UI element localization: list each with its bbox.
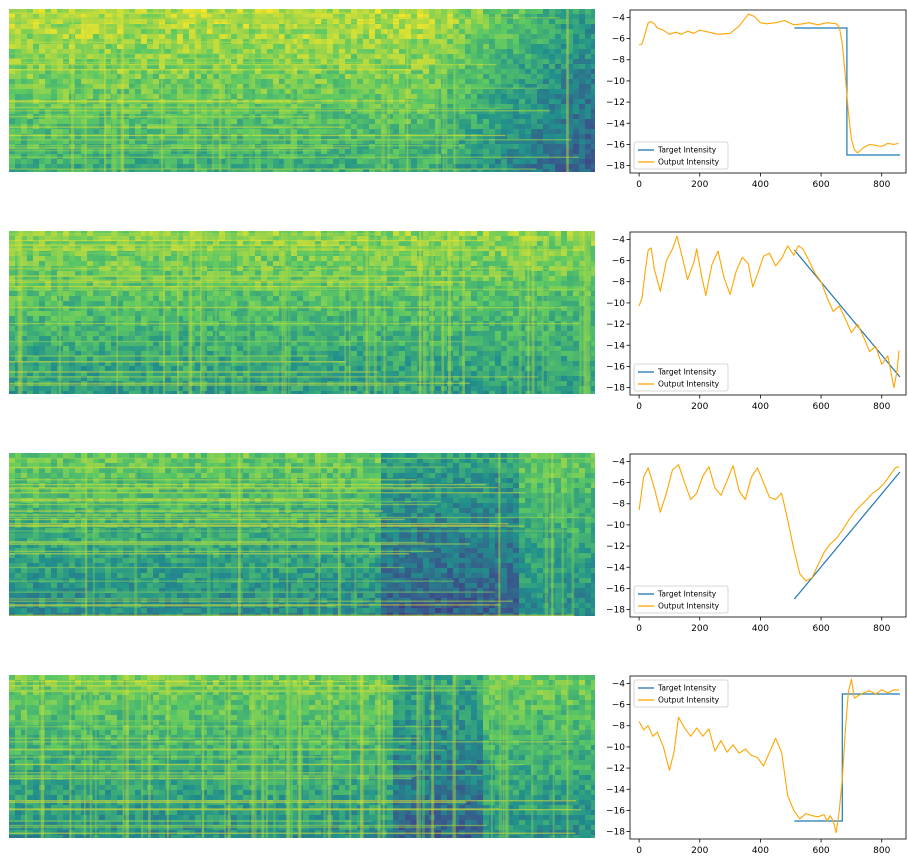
y-tick-label: −14: [606, 785, 625, 795]
spectrogram-2: [9, 231, 595, 394]
y-tick-label: −16: [606, 806, 625, 816]
y-tick-label: −6: [612, 35, 626, 45]
x-tick-label: 0: [636, 402, 642, 412]
y-tick-label: −8: [612, 56, 626, 66]
y-tick-label: −6: [612, 701, 626, 711]
y-tick-label: −18: [606, 384, 625, 394]
intensity-plot-4: 0 200 400 600 800 −4 −6 −8 −10 −12 −14 −16 −18 Target…: [590, 666, 908, 866]
y-tick-label: −12: [606, 98, 625, 108]
y-tick-label: −16: [606, 362, 625, 372]
y-tick-label: −4: [612, 235, 626, 245]
legend: Target Intensity Output Intensity: [634, 680, 728, 707]
y-tick-label: −14: [606, 119, 625, 129]
y-tick-label: −6: [612, 257, 626, 267]
x-tick-label: 400: [752, 846, 769, 856]
x-tick-label: 800: [873, 180, 890, 190]
x-tick-label: 600: [812, 402, 829, 412]
y-tick-label: −12: [606, 764, 625, 774]
y-tick-label: −18: [606, 828, 625, 838]
target-intensity-line: [794, 250, 900, 377]
y-tick-label: −10: [606, 77, 625, 87]
spectrogram-1: [9, 9, 595, 172]
y-tick-label: −6: [612, 479, 626, 489]
y-tick-label: −18: [606, 606, 625, 616]
legend-target-label: Target Intensity: [657, 590, 717, 599]
y-tick-label: −12: [606, 320, 625, 330]
legend-output-label: Output Intensity: [658, 158, 720, 167]
x-tick-label: 800: [873, 624, 890, 634]
y-tick-label: −14: [606, 563, 625, 573]
y-tick-label: −8: [612, 500, 626, 510]
y-tick-label: −4: [612, 457, 626, 467]
spectrogram-4: [9, 675, 595, 838]
y-tick-label: −10: [606, 521, 625, 531]
x-tick-label: 200: [691, 846, 708, 856]
legend-target-label: Target Intensity: [657, 146, 717, 155]
x-tick-label: 600: [812, 846, 829, 856]
x-tick-label: 0: [636, 180, 642, 190]
x-tick-label: 0: [636, 624, 642, 634]
legend-output-label: Output Intensity: [658, 380, 720, 389]
spectrogram-3: [9, 453, 595, 616]
y-tick-label: −8: [612, 722, 626, 732]
output-intensity-line: [639, 14, 898, 153]
x-tick-label: 800: [873, 846, 890, 856]
y-tick-label: −8: [612, 278, 626, 288]
legend-output-label: Output Intensity: [658, 696, 720, 705]
y-tick-label: −10: [606, 299, 625, 309]
legend: Target Intensity Output Intensity: [634, 364, 728, 391]
intensity-plot-3: 0 200 400 600 800 −4 −6 −8 −10 −12 −14 −16 −18 Target…: [590, 444, 908, 644]
x-tick-label: 800: [873, 402, 890, 412]
y-tick-label: −16: [606, 584, 625, 594]
x-tick-label: 400: [752, 180, 769, 190]
x-tick-label: 200: [691, 402, 708, 412]
x-tick-label: 600: [812, 624, 829, 634]
y-tick-label: −14: [606, 341, 625, 351]
x-tick-label: 400: [752, 624, 769, 634]
intensity-plot-2: 0 200 400 600 800 −4 −6 −8 −10 −12 −14 −16 −18 Target…: [590, 222, 908, 422]
y-tick-label: −18: [606, 162, 625, 172]
y-tick-label: −4: [612, 679, 626, 689]
target-intensity-line: [794, 472, 900, 599]
legend-target-label: Target Intensity: [657, 684, 717, 693]
x-tick-label: 400: [752, 402, 769, 412]
intensity-plot-1: 0 200 400 600 800 −4 −6 −8 −10 −12 −14 −16 −18 Target…: [590, 0, 908, 200]
legend-output-label: Output Intensity: [658, 602, 720, 611]
y-tick-label: −10: [606, 743, 625, 753]
x-tick-label: 0: [636, 846, 642, 856]
output-intensity-line: [639, 465, 899, 581]
x-tick-label: 200: [691, 180, 708, 190]
y-tick-label: −16: [606, 140, 625, 150]
legend: Target Intensity Output Intensity: [634, 142, 728, 169]
y-tick-label: −12: [606, 542, 625, 552]
y-tick-label: −4: [612, 13, 626, 23]
x-tick-label: 600: [812, 180, 829, 190]
legend-target-label: Target Intensity: [657, 368, 717, 377]
x-tick-label: 200: [691, 624, 708, 634]
legend: Target Intensity Output Intensity: [634, 586, 728, 613]
